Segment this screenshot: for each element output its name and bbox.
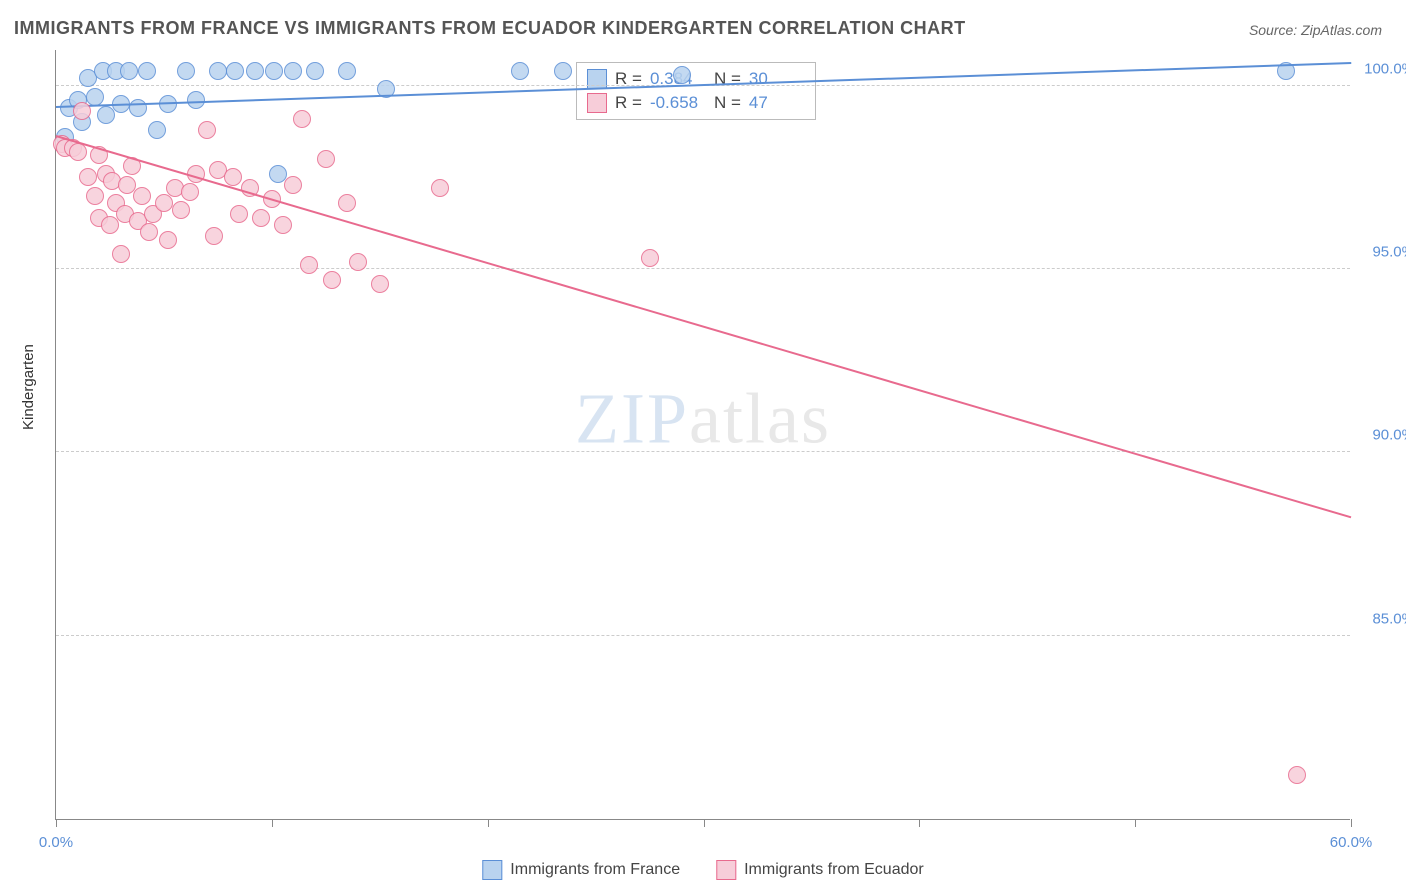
data-point	[86, 88, 104, 106]
data-point	[148, 121, 166, 139]
r-label: R =	[615, 93, 642, 113]
chart-title: IMMIGRANTS FROM FRANCE VS IMMIGRANTS FRO…	[14, 18, 966, 39]
data-point	[300, 256, 318, 274]
data-point	[338, 62, 356, 80]
data-point	[317, 150, 335, 168]
source-attribution: Source: ZipAtlas.com	[1249, 22, 1382, 38]
r-value-ecuador: -0.658	[650, 93, 706, 113]
data-point	[112, 245, 130, 263]
chart-plot-area: ZIPatlas R = 0.384 N = 30 R = -0.658 N =…	[55, 50, 1350, 820]
y-tick-label: 100.0%	[1364, 60, 1406, 77]
data-point	[224, 168, 242, 186]
x-tick	[272, 819, 273, 827]
data-point	[554, 62, 572, 80]
n-label: N =	[714, 93, 741, 113]
data-point	[101, 216, 119, 234]
data-point	[349, 253, 367, 271]
data-point	[371, 275, 389, 293]
data-point	[198, 121, 216, 139]
x-tick	[488, 819, 489, 827]
data-point	[265, 62, 283, 80]
x-tick-label: 60.0%	[1330, 834, 1373, 851]
trend-line	[56, 135, 1352, 518]
watermark-zip: ZIP	[575, 379, 689, 459]
data-point	[181, 183, 199, 201]
data-point	[86, 187, 104, 205]
x-tick-label: 0.0%	[39, 834, 73, 851]
data-point	[138, 62, 156, 80]
swatch-ecuador	[716, 860, 736, 880]
correlation-legend: R = 0.384 N = 30 R = -0.658 N = 47	[576, 62, 816, 120]
data-point	[226, 62, 244, 80]
y-axis-label: Kindergarten	[20, 344, 37, 430]
swatch-france	[482, 860, 502, 880]
y-tick-label: 90.0%	[1372, 427, 1406, 444]
data-point	[155, 194, 173, 212]
data-point	[1288, 766, 1306, 784]
data-point	[641, 249, 659, 267]
data-point	[274, 216, 292, 234]
watermark: ZIPatlas	[575, 378, 831, 461]
data-point	[79, 168, 97, 186]
legend-label-ecuador: Immigrants from Ecuador	[744, 861, 924, 879]
source-value: ZipAtlas.com	[1301, 22, 1382, 38]
legend-item-ecuador: Immigrants from Ecuador	[716, 860, 924, 880]
series-legend: Immigrants from France Immigrants from E…	[482, 860, 923, 880]
gridline	[56, 451, 1350, 452]
data-point	[177, 62, 195, 80]
data-point	[133, 187, 151, 205]
data-point	[140, 223, 158, 241]
legend-row-ecuador: R = -0.658 N = 47	[587, 91, 805, 115]
n-label: N =	[714, 69, 741, 89]
x-tick	[704, 819, 705, 827]
y-tick-label: 85.0%	[1372, 610, 1406, 627]
data-point	[323, 271, 341, 289]
data-point	[73, 102, 91, 120]
data-point	[205, 227, 223, 245]
data-point	[511, 62, 529, 80]
swatch-ecuador	[587, 93, 607, 113]
x-tick	[1135, 819, 1136, 827]
data-point	[159, 231, 177, 249]
n-value-france: 30	[749, 69, 805, 89]
legend-label-france: Immigrants from France	[510, 861, 680, 879]
data-point	[284, 62, 302, 80]
data-point	[293, 110, 311, 128]
data-point	[129, 99, 147, 117]
source-label: Source:	[1249, 22, 1297, 38]
data-point	[284, 176, 302, 194]
data-point	[431, 179, 449, 197]
data-point	[252, 209, 270, 227]
n-value-ecuador: 47	[749, 93, 805, 113]
swatch-france	[587, 69, 607, 89]
data-point	[338, 194, 356, 212]
gridline	[56, 635, 1350, 636]
data-point	[306, 62, 324, 80]
watermark-atlas: atlas	[689, 379, 831, 459]
y-tick-label: 95.0%	[1372, 244, 1406, 261]
x-tick	[56, 819, 57, 827]
data-point	[209, 62, 227, 80]
data-point	[230, 205, 248, 223]
x-tick	[1351, 819, 1352, 827]
data-point	[120, 62, 138, 80]
data-point	[246, 62, 264, 80]
data-point	[673, 66, 691, 84]
data-point	[97, 106, 115, 124]
gridline	[56, 268, 1350, 269]
data-point	[172, 201, 190, 219]
legend-item-france: Immigrants from France	[482, 860, 680, 880]
x-tick	[919, 819, 920, 827]
